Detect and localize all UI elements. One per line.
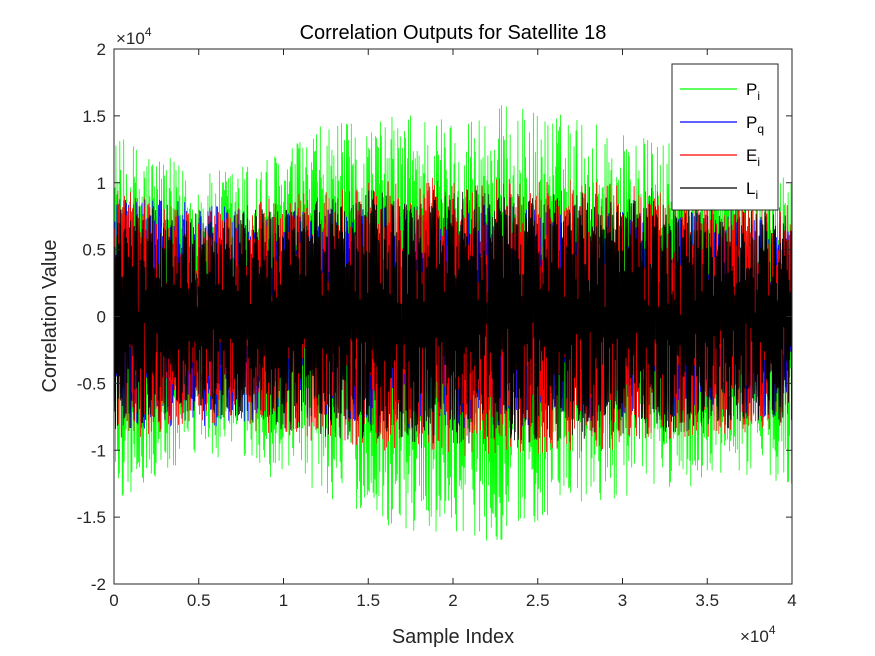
legend-label-main: P — [746, 80, 757, 99]
series-layer — [113, 105, 793, 541]
x-tick-label: 0.5 — [187, 591, 211, 610]
legend-label-main: L — [746, 179, 755, 198]
y-tick-label: 0.5 — [82, 241, 106, 260]
x-tick-label: 1.5 — [356, 591, 380, 610]
x-exponent-power: 4 — [769, 623, 776, 637]
legend-label: Li — [746, 179, 758, 202]
tick-labels-layer: 0 0.5 1 1.5 2 2.5 3 3.5 4 -2 -1.5 -1 -0.5 0 0.5 1 1.5 2 — [77, 40, 797, 610]
y-tick-label: 1.5 — [82, 107, 106, 126]
legend-label-main: P — [746, 113, 757, 132]
y-tick-label: -2 — [91, 575, 106, 594]
legend-label-main: E — [746, 146, 757, 165]
y-tick-label: 2 — [97, 40, 106, 59]
y-tick-label: -0.5 — [77, 374, 106, 393]
axes-layer — [113, 48, 793, 585]
y-axis-label: Correlation Value — [39, 239, 61, 392]
chart-title: Correlation Outputs for Satellite 18 — [300, 22, 607, 44]
x-tick-label: 3 — [618, 591, 627, 610]
legend-label: Ei — [746, 146, 760, 169]
y-exponent-base: ×10 — [116, 29, 145, 48]
y-exponent-label: ×104 — [116, 25, 152, 48]
x-tick-label: 0 — [109, 591, 118, 610]
x-tick-label: 2 — [448, 591, 457, 610]
legend-label-subscript: q — [757, 122, 764, 136]
legend-item-ei: Ei — [680, 146, 760, 169]
legend-label-subscript: i — [755, 188, 758, 202]
y-exponent-power: 4 — [145, 25, 152, 39]
legend-label-subscript: i — [757, 155, 760, 169]
y-tick-label: 0 — [97, 308, 106, 327]
x-tick-label: 4 — [787, 591, 796, 610]
x-tick-label: 3.5 — [695, 591, 719, 610]
x-tick-label: 1 — [279, 591, 288, 610]
legend-label-subscript: i — [757, 89, 760, 103]
svg-text:×104: ×104 — [116, 25, 152, 48]
legend-label: Pq — [746, 113, 764, 136]
x-tick-label: 2.5 — [526, 591, 550, 610]
series-line-li — [113, 189, 793, 444]
y-tick-label: 1 — [97, 174, 106, 193]
x-exponent-base: ×10 — [740, 627, 769, 646]
x-exponent-label: ×104 — [740, 623, 776, 646]
legend-item-li: Li — [680, 179, 758, 202]
svg-text:×104: ×104 — [740, 623, 776, 646]
legend-label: Pi — [746, 80, 760, 103]
legend-item-pi: Pi — [680, 80, 760, 103]
y-tick-label: -1 — [91, 441, 106, 460]
y-tick-label: -1.5 — [77, 508, 106, 527]
legend-box — [671, 63, 779, 211]
legend-item-pq: Pq — [680, 113, 764, 136]
x-axis-label: Sample Index — [392, 626, 514, 648]
